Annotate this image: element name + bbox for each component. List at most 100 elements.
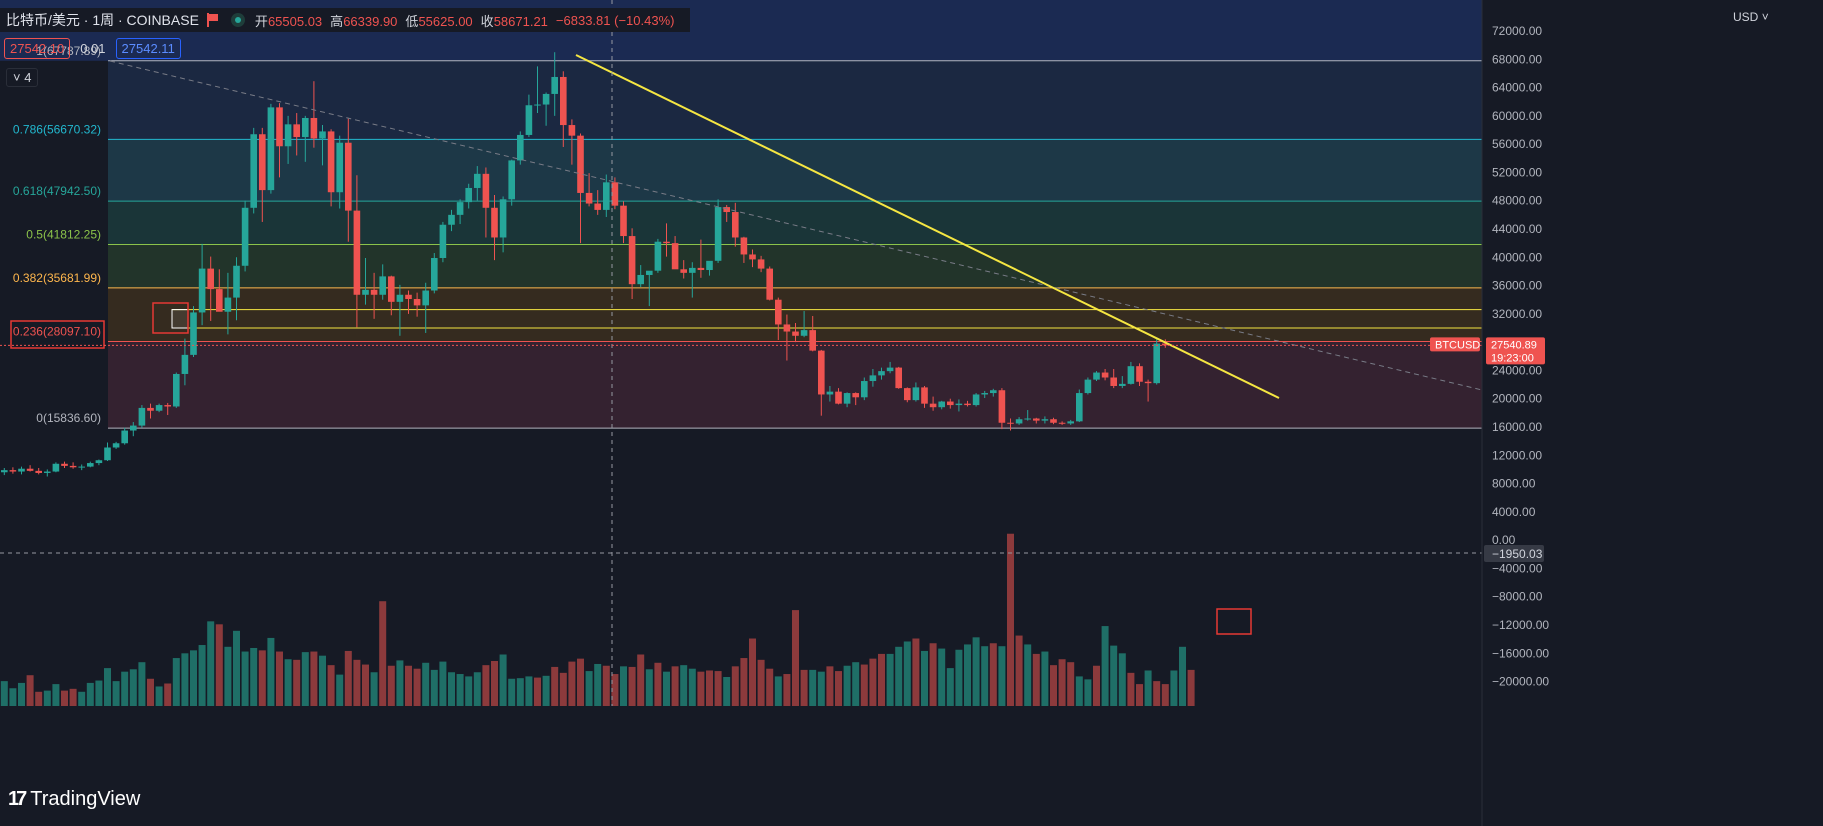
volume-bar: [912, 638, 920, 706]
price-axis[interactable]: 72000.00 68000.00 64000.00 60000.00 56000.00…: [1430, 0, 1823, 826]
volume-bar: [1015, 635, 1023, 706]
candle-body: [955, 403, 963, 406]
symbol-tag: [1430, 337, 1480, 352]
volume-bar: [800, 669, 808, 706]
volume-bar: [155, 686, 163, 706]
tradingview-logo[interactable]: 17 TradingView: [8, 788, 140, 811]
price-tick-label: 0.00: [1492, 533, 1516, 547]
volume-bar: [1127, 672, 1135, 706]
candle-body: [26, 468, 34, 471]
volume-bar: [370, 672, 378, 706]
symbol-tag-label: BTCUSD: [1435, 339, 1480, 351]
candle-body: [654, 241, 662, 271]
candle-body: [1119, 383, 1126, 386]
candle-body: [1041, 419, 1049, 421]
candle-body: [18, 468, 25, 472]
volume-bar: [284, 659, 292, 706]
volume-bar: [628, 666, 636, 706]
candle-body: [663, 241, 670, 244]
volume-bar: [723, 676, 731, 706]
volume-bar: [172, 658, 180, 706]
fib-label: 0.618(47942.50): [13, 184, 101, 198]
volume-bar: [809, 669, 817, 706]
volume-bar: [267, 637, 275, 706]
volume-bar: [998, 646, 1006, 706]
candle-body: [379, 276, 386, 295]
volume-bar: [602, 665, 610, 706]
volume-bar: [224, 646, 232, 706]
volume-bar: [293, 659, 301, 706]
volume-bar: [344, 650, 352, 706]
price-tick-label: 36000.00: [1492, 279, 1542, 293]
volume-bar: [276, 651, 283, 706]
volume-bar: [972, 637, 980, 706]
volume-bar: [835, 671, 842, 706]
flag-icon[interactable]: [205, 13, 219, 27]
candle-body: [947, 401, 954, 406]
volume-bar: [138, 662, 146, 706]
candle-body: [1050, 419, 1057, 423]
fib-zone: [108, 60, 1482, 140]
candle-body: [319, 131, 326, 139]
tradingview-icon: 17: [8, 788, 27, 810]
candle-body: [646, 270, 653, 275]
last-price-tag: [1486, 337, 1545, 365]
price-tick-label: −20000.00: [1492, 675, 1549, 689]
fib-label: 1(67787.89): [36, 44, 101, 58]
close-value: 58671.21: [493, 13, 548, 29]
candle-body: [800, 330, 808, 336]
volume-bar: [568, 661, 576, 706]
candle-body: [1058, 422, 1066, 424]
volume-bar: [233, 630, 240, 706]
candle-body: [336, 142, 343, 193]
volume-bar: [1024, 644, 1032, 706]
annotation-box: [152, 302, 189, 334]
last-price-countdown: 19:23:00: [1491, 352, 1534, 364]
volume-bar: [52, 684, 60, 706]
currency-selector[interactable]: USD ˅: [1733, 10, 1769, 24]
candle-body: [155, 405, 163, 411]
volume-bar: [860, 664, 868, 706]
sell-button[interactable]: 27542.10: [4, 38, 71, 59]
candle-body: [448, 214, 455, 225]
annotation-box: [1216, 608, 1252, 635]
volume-bar: [731, 666, 739, 706]
volume-bar: [499, 654, 507, 706]
volume-bar: [43, 690, 51, 706]
indicators-toggle[interactable]: ˅ 4: [6, 68, 39, 87]
candle-body: [714, 207, 722, 261]
candle-body: [577, 135, 584, 193]
price-tick-label: 16000.00: [1492, 420, 1542, 434]
candle-body: [912, 387, 920, 401]
candle-body: [267, 107, 275, 191]
fib-zone: [108, 341, 1482, 429]
volume-bar: [534, 677, 541, 706]
brand-name: TradingView: [30, 788, 141, 810]
candle-body: [362, 289, 369, 295]
volume-bar: [258, 650, 266, 706]
volume-bar: [585, 671, 593, 706]
volume-bar: [396, 660, 404, 706]
fib-retracement[interactable]: [0, 0, 1483, 429]
candle-body: [370, 289, 378, 295]
symbol-title[interactable]: 比特币/美元 · 1周 · COINBASE: [6, 12, 199, 28]
price-tick-label: −12000.00: [1492, 618, 1549, 632]
volume-bar: [121, 671, 129, 706]
candle-body: [1, 470, 8, 473]
volume-bar: [989, 643, 997, 706]
volume-bar: [190, 650, 197, 706]
volume-bar: [95, 680, 103, 706]
candle-body: [1153, 343, 1160, 384]
fib-label: 0.382(35681.99): [13, 271, 101, 285]
candle-body: [1093, 372, 1100, 380]
candle-body: [792, 331, 799, 336]
candle-body: [276, 107, 283, 147]
candle-body: [302, 117, 309, 138]
volume-bar: [86, 682, 94, 706]
drawings[interactable]: [10, 302, 1252, 635]
fib-zone: [108, 201, 1482, 245]
low-value: 55625.00: [418, 13, 473, 29]
volume-bar: [774, 676, 782, 706]
buy-button[interactable]: 27542.11: [115, 38, 181, 59]
